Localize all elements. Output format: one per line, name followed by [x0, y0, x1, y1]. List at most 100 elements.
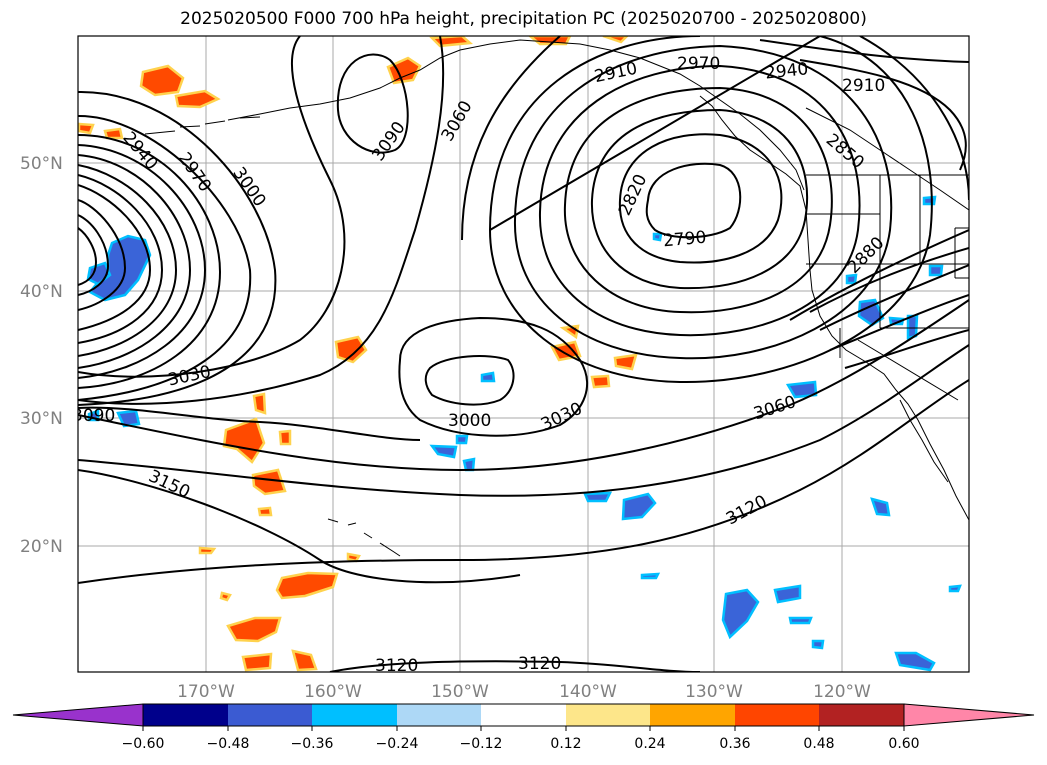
contour-line — [488, 36, 933, 384]
contour-line — [78, 114, 252, 401]
precip-blob — [583, 491, 613, 503]
contour-line — [78, 154, 192, 369]
contour-line — [78, 90, 277, 406]
contour-line — [336, 53, 409, 154]
contour-line — [799, 59, 967, 171]
contour-line — [78, 199, 127, 311]
precip-blob — [455, 434, 469, 445]
contour-line — [78, 174, 164, 344]
colorbar-tick-label: −0.60 — [122, 736, 165, 752]
precip-blob — [222, 417, 266, 464]
contour-line — [829, 294, 969, 351]
contour-line — [809, 247, 969, 313]
contour-line — [78, 36, 445, 405]
contour-line — [461, 36, 969, 241]
colorbar-tick-label: 0.24 — [634, 736, 665, 752]
contour-line — [78, 164, 178, 357]
precip-blob — [291, 649, 318, 672]
precip-blob — [116, 409, 141, 428]
precip-blob — [139, 64, 185, 97]
map-area: 3060 3090 2970 3000 2970 2940 2910 2850 … — [72, 36, 969, 674]
colorbar-tick-label: 0.48 — [803, 736, 834, 752]
lon-label-120w: 120°W — [813, 682, 871, 702]
colorbar-tick-label: −0.12 — [460, 736, 503, 752]
contour-label: 2790 — [662, 228, 707, 252]
contour-line — [398, 316, 589, 437]
alaska-coast — [227, 39, 805, 191]
precip-blob — [257, 506, 273, 517]
colorbar-tick-label: 0.36 — [719, 736, 750, 752]
precip-blob — [928, 264, 944, 277]
contour-line — [789, 229, 969, 321]
colorbar-segment — [481, 704, 566, 726]
precip-blob — [894, 651, 936, 672]
contour-line — [819, 264, 969, 331]
lon-label-140w: 140°W — [559, 682, 617, 702]
contour-line — [645, 162, 742, 239]
contour-label: 3000 — [448, 411, 491, 431]
contour-line — [78, 184, 152, 331]
colorbar-segment — [566, 704, 650, 726]
precip-blob — [174, 89, 221, 109]
height-contours — [78, 36, 969, 672]
contour-line — [78, 134, 222, 389]
colorbar-segment — [735, 704, 819, 726]
colorbar-tick-label: −0.48 — [207, 736, 250, 752]
precip-blob — [198, 546, 217, 555]
precip-blob — [773, 584, 802, 604]
precip-blob — [785, 380, 818, 399]
contour-line — [78, 144, 207, 379]
hawaii — [327, 518, 401, 557]
colorbar-segment — [650, 704, 735, 726]
precip-blob — [480, 371, 496, 383]
contour-label: 2910 — [842, 76, 885, 96]
contour-line — [618, 133, 783, 264]
precip-blob — [78, 122, 95, 135]
map-frame — [77, 35, 970, 673]
contour-line — [78, 227, 98, 286]
precip-blob — [613, 353, 638, 371]
colorbar-max-arrow — [903, 703, 1035, 727]
lat-label-30n: 30°N — [20, 409, 63, 429]
precip-blob — [788, 616, 813, 625]
precip-blob — [922, 195, 937, 206]
contour-label: 3090 — [72, 406, 115, 426]
contour-line — [78, 214, 110, 296]
lon-labels: 170°W 160°W 150°W 140°W 130°W 120°W — [177, 682, 871, 702]
precip-blob — [226, 616, 282, 643]
precip-blob — [429, 36, 473, 48]
precip-blob — [621, 492, 657, 521]
colorbar-tick-label: 0.12 — [550, 736, 581, 752]
precip-blob — [334, 335, 368, 364]
colorbar-segment — [312, 704, 397, 726]
colorbar-tick-label: −0.36 — [291, 736, 334, 752]
colorbar-min-arrow — [12, 703, 144, 727]
precip-blob — [948, 584, 962, 593]
contour-line — [78, 299, 969, 472]
contour-label: 3120 — [518, 654, 561, 674]
precip-blob — [845, 273, 858, 285]
canada-interior — [805, 107, 969, 211]
map-title: 2025020500 F000 700 hPa height, precipit… — [180, 9, 867, 29]
contour-line — [844, 329, 969, 369]
coastlines — [144, 39, 969, 557]
contour-line — [424, 355, 515, 406]
colorbar-segment — [819, 704, 904, 726]
contour-line — [590, 108, 809, 290]
colorbar-tick-labels: −0.60 −0.48 −0.36 −0.24 −0.12 0.12 0.24 … — [122, 736, 920, 752]
precip-blob — [811, 639, 825, 650]
colorbar-tick-label: 0.60 — [888, 736, 919, 752]
precip-blob — [219, 591, 232, 602]
contour-line — [563, 86, 833, 314]
precip-blob — [278, 429, 292, 446]
contour-line — [759, 39, 969, 63]
colorbar-frame — [142, 703, 905, 727]
colorbar-segment — [228, 704, 312, 726]
contour-line — [329, 660, 701, 672]
lon-label-160w: 160°W — [304, 682, 362, 702]
colorbar: −0.60 −0.48 −0.36 −0.24 −0.12 0.12 0.24 … — [12, 703, 1035, 752]
lon-label-150w: 150°W — [431, 682, 489, 702]
colorbar-tick-label: −0.24 — [376, 736, 419, 752]
contour-line — [78, 379, 969, 584]
